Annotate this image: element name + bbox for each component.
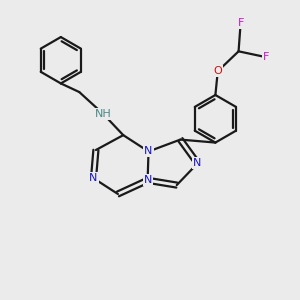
- Text: O: O: [213, 66, 222, 76]
- Text: N: N: [144, 146, 153, 157]
- Text: F: F: [263, 52, 270, 62]
- Text: F: F: [238, 18, 244, 28]
- Text: N: N: [89, 173, 98, 183]
- Text: N: N: [194, 158, 202, 168]
- Text: N: N: [143, 175, 152, 185]
- Text: NH: NH: [95, 109, 111, 119]
